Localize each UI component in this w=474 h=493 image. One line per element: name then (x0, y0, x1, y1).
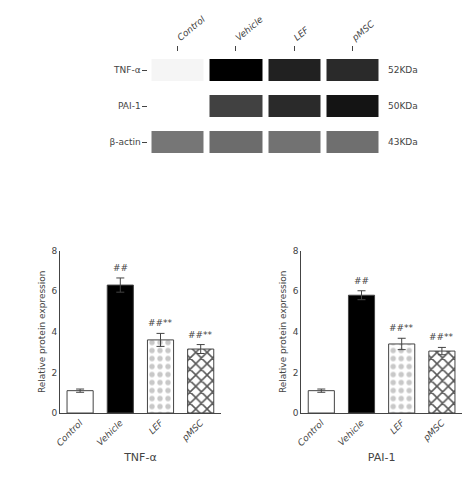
svg-text:50KDa: 50KDa (388, 101, 418, 111)
svg-text:Vehicle: Vehicle (95, 417, 125, 447)
svg-text:Control: Control (296, 417, 327, 448)
svg-text:6: 6 (293, 286, 299, 296)
svg-text:4: 4 (293, 327, 299, 337)
svg-text:PAI-1: PAI-1 (118, 101, 141, 111)
svg-text:##**: ##** (148, 318, 173, 328)
svg-text:##**: ##** (429, 332, 454, 342)
svg-text:Control: Control (175, 14, 207, 43)
svg-text:Vehicle: Vehicle (336, 417, 366, 447)
svg-text:Control: Control (54, 417, 85, 448)
svg-text:8: 8 (51, 246, 57, 256)
svg-text:##**: ##** (188, 330, 213, 340)
svg-text:β-actin: β-actin (109, 137, 140, 147)
svg-text:8: 8 (293, 246, 299, 256)
svg-text:43KDa: 43KDa (388, 137, 418, 147)
svg-text:Vehicle: Vehicle (234, 14, 266, 43)
svg-text:2: 2 (51, 368, 57, 378)
svg-text:##: ## (113, 263, 128, 273)
svg-text:TNF-α: TNF-α (123, 451, 157, 464)
svg-text:0: 0 (51, 408, 57, 418)
svg-text:Relative protein expression: Relative protein expression (37, 270, 47, 393)
svg-text:pMSC: pMSC (349, 18, 376, 43)
svg-text:##**: ##** (389, 323, 414, 333)
svg-text:LEF: LEF (292, 24, 311, 42)
svg-text:Relative protein expression: Relative protein expression (278, 270, 288, 393)
svg-text:0: 0 (293, 408, 299, 418)
svg-text:TNF-α: TNF-α (113, 65, 141, 75)
svg-text:52KDa: 52KDa (388, 65, 418, 75)
svg-text:pMSC: pMSC (179, 417, 205, 443)
svg-text:LEF: LEF (147, 417, 166, 436)
svg-text:4: 4 (51, 327, 57, 337)
svg-text:6: 6 (51, 286, 57, 296)
svg-text:pMSC: pMSC (421, 417, 447, 443)
svg-text:##: ## (354, 276, 369, 286)
svg-text:2: 2 (293, 368, 299, 378)
svg-text:PAI-1: PAI-1 (368, 451, 396, 464)
svg-text:LEF: LEF (388, 417, 407, 436)
